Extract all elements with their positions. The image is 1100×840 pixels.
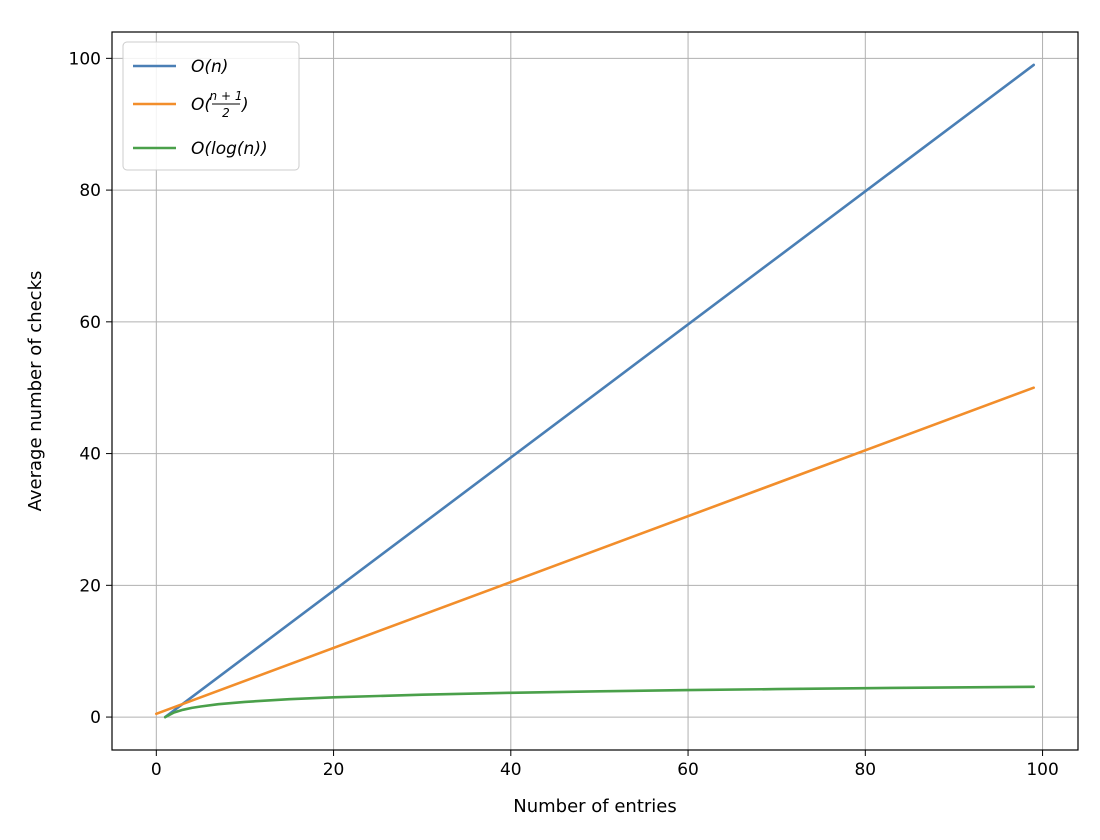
legend-label-main: log(n) [211, 139, 261, 159]
legend-label-prefix: O( [191, 139, 212, 159]
y-axis-label: Average number of checks [25, 271, 46, 512]
x-tick-label: 40 [500, 760, 522, 780]
y-tick-label: 60 [79, 313, 101, 333]
legend-frac-denominator: 2 [222, 106, 230, 120]
series-line-1 [163, 63, 1035, 719]
x-tick-label: 0 [151, 760, 162, 780]
plot-frame [111, 31, 1079, 751]
series-line-2 [155, 386, 1035, 716]
series-line-3 [163, 685, 1035, 719]
legend-frac-numerator: n + 1 [210, 89, 243, 103]
x-tick-label: 100 [1026, 760, 1058, 780]
x-tick-label: 60 [677, 760, 699, 780]
ticks: 0 20 40 60 80 100 0 20 40 60 80 100 [69, 49, 1059, 780]
y-tick-label: 80 [79, 181, 101, 201]
x-tick-label: 80 [854, 760, 876, 780]
series-layer [155, 63, 1035, 719]
legend-label-suffix: ) [220, 57, 229, 77]
legend: O(n)O(n + 12)O(log(n)) [122, 41, 300, 171]
legend-frame [122, 41, 300, 171]
legend-label-suffix: ) [259, 139, 268, 159]
legend-label-prefix: O( [191, 57, 212, 77]
legend-label-suffix: ) [240, 95, 249, 115]
legend-label-prefix: O( [191, 95, 212, 115]
legend-label-main: n [211, 57, 222, 77]
y-tick-label: 0 [90, 708, 101, 728]
x-axis-label: Number of entries [513, 796, 677, 817]
y-tick-label: 40 [79, 445, 101, 465]
y-tick-label: 20 [79, 576, 101, 596]
x-tick-label: 20 [323, 760, 345, 780]
y-tick-label: 100 [69, 49, 101, 69]
